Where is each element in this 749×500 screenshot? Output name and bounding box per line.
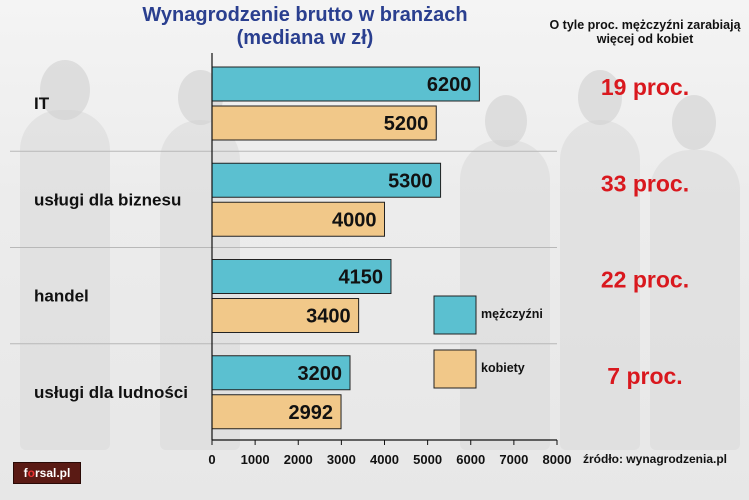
x-tick-label: 3000 bbox=[327, 452, 356, 467]
data-label: 5200 bbox=[384, 113, 429, 135]
x-tick-label: 2000 bbox=[284, 452, 313, 467]
legend-label: mężczyźni bbox=[481, 307, 543, 321]
chart-title: Wynagrodzenie brutto w branżach (mediana… bbox=[142, 4, 468, 49]
chart-note: O tyle proc. mężczyźni zarabiają więcej … bbox=[549, 18, 741, 46]
background-figure-head bbox=[672, 95, 716, 150]
legend-label: kobiety bbox=[481, 361, 525, 375]
x-tick-label: 8000 bbox=[543, 452, 572, 467]
legend-swatch bbox=[433, 295, 477, 335]
bar-women bbox=[211, 201, 385, 237]
data-label: 5300 bbox=[388, 170, 433, 192]
percent-annotation: 33 proc. bbox=[601, 170, 689, 196]
data-label: 6200 bbox=[427, 74, 472, 96]
background-figure-head bbox=[485, 95, 527, 147]
percent-annotation: 22 proc. bbox=[601, 267, 689, 293]
bar-women bbox=[211, 298, 360, 333]
data-label: 2992 bbox=[289, 402, 334, 424]
bar-women bbox=[211, 105, 437, 141]
percent-annotation: 19 proc. bbox=[601, 74, 689, 100]
data-label: 4000 bbox=[332, 209, 377, 231]
category-label: usługi dla biznesu bbox=[34, 190, 181, 209]
x-tick-label: 0 bbox=[208, 452, 215, 467]
bar-women bbox=[211, 394, 342, 430]
x-tick-label: 4000 bbox=[370, 452, 399, 467]
data-label: 4150 bbox=[338, 267, 383, 289]
x-tick-label: 6000 bbox=[456, 452, 485, 467]
legend-swatch bbox=[433, 349, 477, 389]
data-label: 3400 bbox=[306, 306, 351, 328]
category-label: IT bbox=[34, 94, 50, 113]
background-figure-head bbox=[40, 60, 90, 120]
background-figure bbox=[650, 150, 740, 450]
forsal-logo: forsal.pl bbox=[13, 462, 81, 484]
background-figure bbox=[460, 140, 550, 450]
bar-men bbox=[211, 66, 480, 102]
x-tick-label: 5000 bbox=[413, 452, 442, 467]
x-tick-label: 7000 bbox=[499, 452, 528, 467]
x-tick-label: 1000 bbox=[241, 452, 270, 467]
bar-men bbox=[211, 162, 442, 198]
percent-annotation: 7 proc. bbox=[607, 363, 682, 389]
category-label: usługi dla ludności bbox=[34, 383, 188, 402]
background-figure bbox=[560, 120, 640, 450]
background-figure bbox=[20, 110, 110, 450]
category-label: handel bbox=[34, 287, 89, 306]
source-note: źródło: wynagrodzenia.pl bbox=[582, 452, 727, 466]
data-label: 3200 bbox=[298, 363, 343, 385]
background-figure-head bbox=[578, 70, 622, 125]
